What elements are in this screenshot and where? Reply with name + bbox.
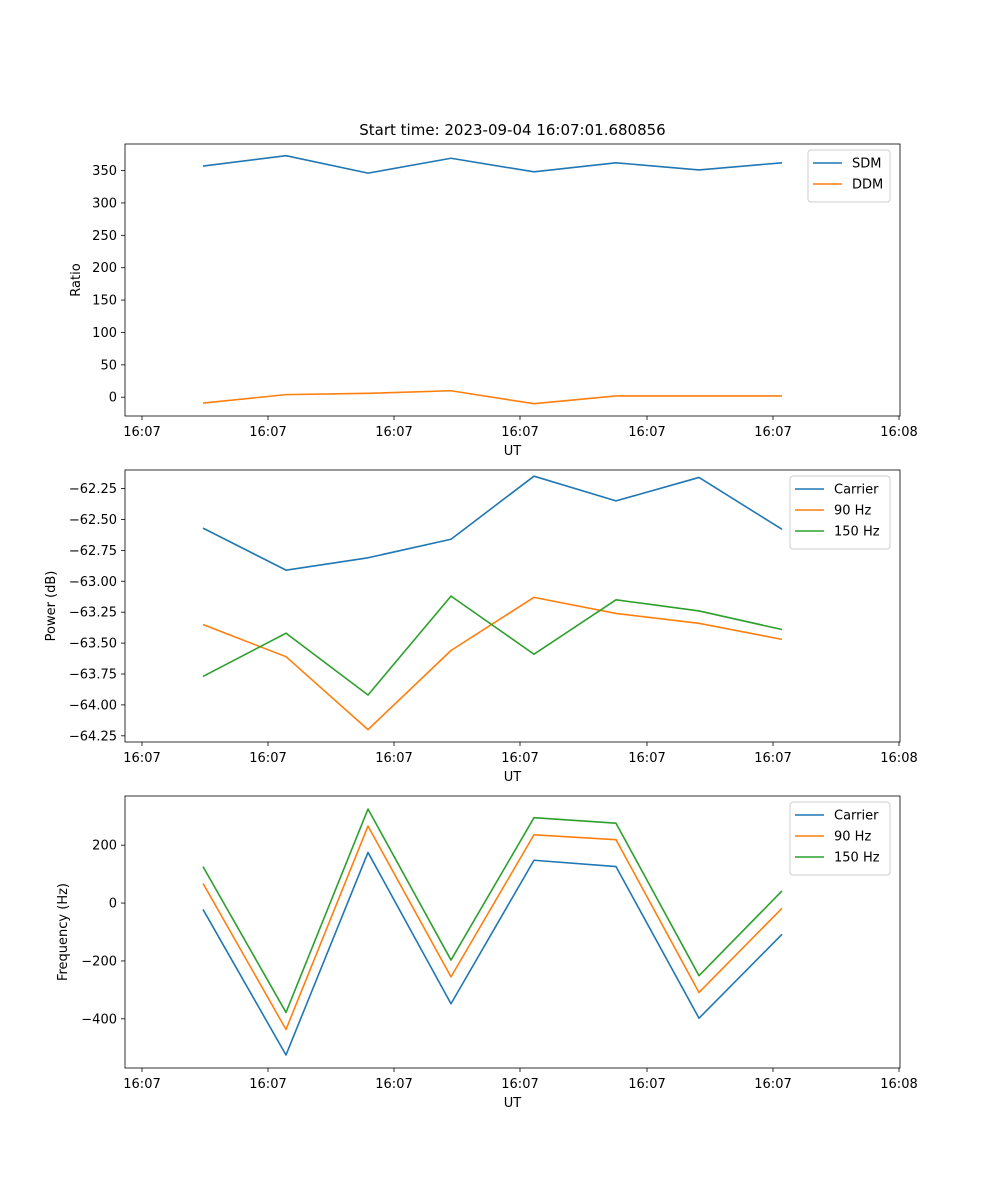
y-tick-label: 350 xyxy=(92,164,117,179)
x-tick-label: 16:07 xyxy=(501,425,538,440)
y-tick-label: −64.00 xyxy=(69,698,117,713)
series-line-90-hz xyxy=(202,596,783,731)
x-tick-label: 16:08 xyxy=(880,425,917,440)
y-tick-label: −63.00 xyxy=(69,575,117,590)
series-line-carrier xyxy=(202,475,783,571)
x-tick-label: 16:07 xyxy=(249,1077,286,1092)
y-tick-label: −64.25 xyxy=(69,729,117,744)
legend-label: DDM xyxy=(852,178,883,193)
legend: Carrier 90 Hz 150 Hz xyxy=(789,801,891,876)
y-tick-label: 50 xyxy=(100,358,117,373)
x-tick-label: 16:07 xyxy=(628,425,665,440)
y-tick-label: −63.75 xyxy=(69,668,117,683)
legend-label: 90 Hz xyxy=(834,830,871,845)
y-tick-label: 200 xyxy=(92,839,117,854)
chart-panel-3: 16:07 16:07 16:07 16:07 16:07 16:07 16:08 UT −40… xyxy=(56,795,918,1111)
x-tick-label: 16:07 xyxy=(375,751,412,766)
x-tick-label: 16:07 xyxy=(123,1077,160,1092)
x-tick-label: 16:07 xyxy=(501,1077,538,1092)
x-tick-label: 16:07 xyxy=(375,1077,412,1092)
x-axis-label: UT xyxy=(504,770,522,785)
legend: SDM DDM xyxy=(807,149,891,203)
y-tick-label: 0 xyxy=(109,897,117,912)
series-line-150-hz xyxy=(202,808,783,1014)
y-tick-label: −63.25 xyxy=(69,606,117,621)
chart-panel-1: Start time: 2023-09-04 16:07:01.680856 16… xyxy=(69,121,918,459)
y-tick-label: −62.75 xyxy=(69,544,117,559)
y-tick-label: 100 xyxy=(92,326,117,341)
y-axis-label: Power (dB) xyxy=(44,571,59,642)
x-tick-label: 16:07 xyxy=(628,751,665,766)
y-tick-label: 250 xyxy=(92,229,117,244)
plot-frame xyxy=(124,469,901,743)
y-axis-label: Frequency (Hz) xyxy=(56,883,71,981)
y-tick-label: 200 xyxy=(92,261,117,276)
chart-title: Start time: 2023-09-04 16:07:01.680856 xyxy=(359,121,665,139)
legend-label: Carrier xyxy=(834,483,879,498)
legend-label: 150 Hz xyxy=(834,525,880,540)
x-tick-label: 16:07 xyxy=(375,425,412,440)
x-tick-label: 16:08 xyxy=(880,751,917,766)
y-tick-label: −62.50 xyxy=(69,513,117,528)
legend-label: SDM xyxy=(852,157,881,172)
chart-panel-2: 16:07 16:07 16:07 16:07 16:07 16:07 16:08 UT −64… xyxy=(44,469,918,785)
x-tick-label: 16:07 xyxy=(249,425,286,440)
y-tick-label: 150 xyxy=(92,294,117,309)
x-tick-label: 16:07 xyxy=(754,425,791,440)
x-tick-label: 16:07 xyxy=(123,425,160,440)
plot-frame xyxy=(124,143,901,417)
y-tick-label: −400 xyxy=(81,1012,117,1027)
legend: Carrier 90 Hz 150 Hz xyxy=(789,475,891,550)
y-axis-label: Ratio xyxy=(69,263,84,296)
x-axis-label: UT xyxy=(504,444,522,459)
y-tick-label: −200 xyxy=(81,954,117,969)
x-tick-label: 16:07 xyxy=(249,751,286,766)
series-line-90-hz xyxy=(202,825,783,1031)
series-line-150-hz xyxy=(202,595,783,696)
series-line-sdm xyxy=(202,154,783,174)
y-tick-label: 0 xyxy=(109,391,117,406)
plot-frame xyxy=(124,795,901,1069)
x-tick-label: 16:07 xyxy=(501,751,538,766)
x-tick-label: 16:07 xyxy=(754,751,791,766)
y-tick-label: 300 xyxy=(92,196,117,211)
x-tick-label: 16:07 xyxy=(123,751,160,766)
x-axis-label: UT xyxy=(504,1096,522,1111)
series-line-ddm xyxy=(202,389,782,405)
legend-label: 90 Hz xyxy=(834,504,871,519)
legend-label: 150 Hz xyxy=(834,851,880,866)
y-tick-label: −62.25 xyxy=(69,482,117,497)
y-tick-label: −63.50 xyxy=(69,637,117,652)
x-tick-label: 16:07 xyxy=(754,1077,791,1092)
series-line-carrier xyxy=(202,851,783,1056)
x-tick-label: 16:08 xyxy=(880,1077,917,1092)
x-tick-label: 16:07 xyxy=(628,1077,665,1092)
legend-label: Carrier xyxy=(834,809,879,824)
